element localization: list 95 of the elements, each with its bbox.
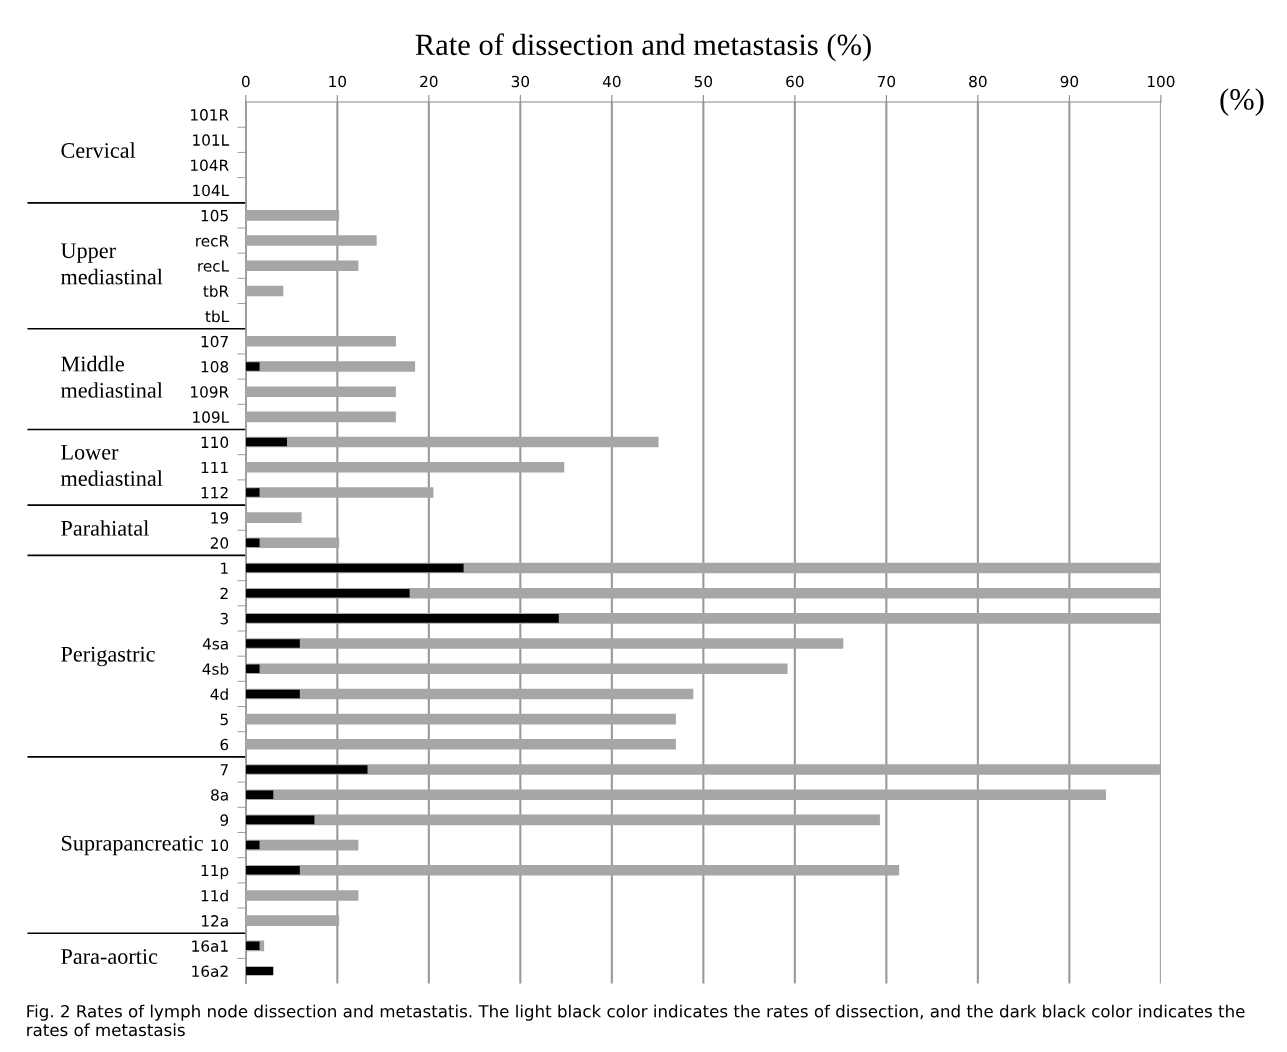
y-tick-label: 3 [220,612,228,625]
bar [245,864,900,876]
bar [245,941,260,951]
bar [245,739,676,750]
text: Suprapancreatic [61,835,203,856]
bar [245,260,359,272]
y-tick-label: recR [196,235,229,247]
x-tick-label: 10 [329,75,347,88]
bar [245,361,416,372]
y-tick-label: 111 [201,461,228,474]
bar [245,890,359,901]
bar [245,639,300,648]
bar [245,765,368,774]
bar [245,663,788,675]
y-tick-label: 2 [220,587,228,600]
x-tick-label: 60 [786,75,804,88]
bar [245,915,340,926]
bar [245,362,260,371]
y-tick-label: 101R [191,109,229,121]
bar [245,689,300,699]
x-tick-label: 90 [1060,75,1079,88]
y-tick-label: 9 [220,814,229,826]
y-tick-label: 16a1 [192,940,228,952]
y-tick-label: 107 [201,335,228,348]
bar [245,437,287,447]
bar [245,336,396,347]
text: Middle mediastinal [60,355,163,398]
y-tick-label: 20 [210,537,229,549]
bar [245,512,302,523]
bar [245,638,844,649]
caption: Fig. 2 Rates of lymph node dissection and metastatis. The light black color indicates the rates of dissection, and the dark black color indicates the rates of metastasis [27,1004,1245,1037]
bar [245,411,396,423]
bar [245,210,340,221]
bar [245,790,274,799]
bar [245,789,1106,800]
y-tick-label: 11p [201,864,229,880]
y-tick-label: 4sb [202,662,229,675]
bar [245,386,396,397]
y-tick-label: 8a [211,789,228,801]
y-tick-label: 109L [193,411,230,423]
y-tick-label: 4d [210,688,228,700]
x-tick-label: 70 [877,75,896,88]
bar [245,461,565,473]
bar [245,840,260,850]
x-tick-label: 40 [602,75,621,88]
bar [245,815,315,825]
x-tick-label: 100 [1147,75,1175,88]
y-tick-label: 7 [220,764,228,776]
y-tick-label: 109R [191,386,229,398]
y-tick-label: tbL [205,310,230,323]
bar [245,966,274,976]
x-tick-label: 20 [420,75,438,88]
y-tick-label: 12a [202,915,228,927]
text: Lower mediastinal [60,444,163,486]
y-tick-label: 105 [201,209,228,222]
x-tick-label: 80 [969,75,987,88]
bar [245,814,880,826]
y-tick-label: 110 [201,436,229,449]
y-tick-label: 1 [221,562,228,574]
x-tick-label: 0 [241,75,250,88]
bar [245,436,659,448]
bar [245,664,260,674]
chart-title: Rate of dissection and metastasis (%) [415,33,871,62]
text: Para-aortic [61,949,158,964]
bar [245,487,434,498]
y-tick-label: 4sa [202,638,228,650]
y-tick-label: recL [198,260,230,272]
text: Parahiatal [61,520,149,536]
y-tick-label: 5 [220,713,228,726]
y-tick-label: tbR [203,285,229,297]
y-tick-label: 104L [193,184,230,197]
bar [245,588,410,598]
bar [245,538,260,548]
y-tick-label: 16a2 [192,965,228,978]
text: Perigastric [61,646,155,667]
x-tick-label: 30 [511,75,530,88]
y-tick-label: 104R [191,159,229,172]
x-axis-title: (%) [1220,88,1264,116]
y-tick-label: 10 [211,839,229,852]
y-tick-label: 101L [193,134,230,146]
y-tick-label: 6 [220,738,229,751]
y-tick-label: 108 [201,360,229,373]
y-tick-label: 11d [201,889,228,902]
text: Cervical [61,142,136,158]
bar [245,563,464,573]
bar [245,488,260,497]
y-tick-label: 112 [201,486,228,499]
bar [245,865,300,875]
bar [245,285,284,297]
bar [245,614,559,623]
text: Upper mediastinal [60,243,163,285]
y-tick-label: 19 [211,512,229,524]
bar [245,235,377,246]
x-tick-label: 50 [694,75,713,88]
bar [245,713,676,725]
